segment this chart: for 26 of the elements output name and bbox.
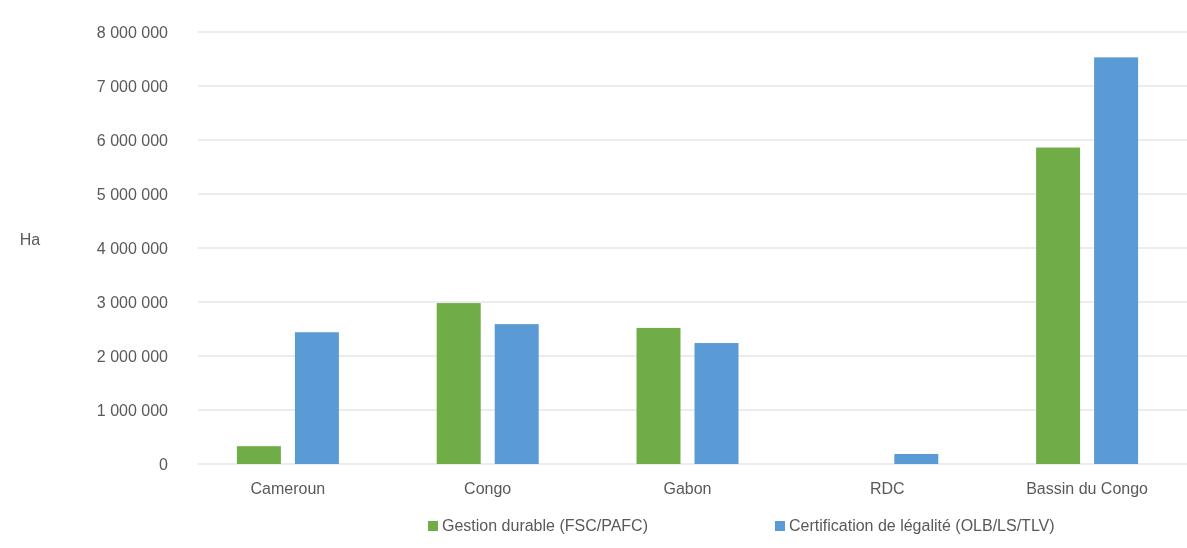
bar — [436, 303, 481, 464]
x-tick-label: Gabon — [663, 480, 712, 497]
bar — [1094, 57, 1139, 464]
x-tick-label: Congo — [464, 480, 512, 497]
legend-label: Certification de légalité (OLB/LS/TLV) — [789, 517, 1055, 534]
legend-label: Gestion durable (FSC/PAFC) — [442, 517, 648, 534]
y-tick-label: 4 000 000 — [96, 239, 169, 257]
y-tick-label: 3 000 000 — [96, 293, 169, 311]
y-tick-label: 5 000 000 — [96, 185, 169, 203]
bar — [236, 446, 281, 464]
y-tick-label: 2 000 000 — [96, 347, 169, 365]
bar — [1036, 147, 1081, 464]
y-tick-label: 8 000 000 — [96, 23, 169, 41]
bar — [494, 324, 539, 464]
y-tick-label: 0 — [159, 455, 169, 473]
bar — [636, 327, 681, 464]
x-tick-label: Cameroun — [250, 480, 326, 497]
y-tick-label: 6 000 000 — [96, 131, 169, 149]
y-axis-title: Ha — [19, 231, 41, 248]
y-tick-label: 1 000 000 — [96, 401, 169, 419]
bar — [294, 332, 339, 464]
y-tick-label: 7 000 000 — [96, 77, 169, 95]
bar — [894, 454, 939, 464]
x-tick-label: RDC — [869, 480, 905, 497]
bar — [694, 343, 739, 464]
x-tick-label: Bassin du Congo — [1026, 480, 1149, 497]
